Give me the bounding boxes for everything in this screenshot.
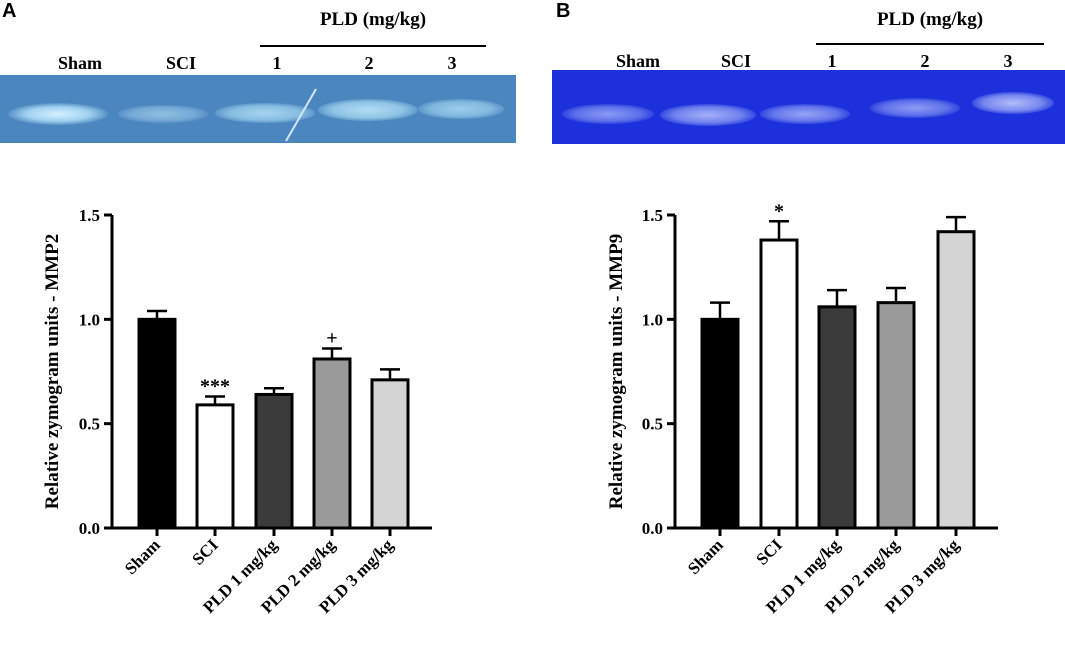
bar-sham bbox=[137, 317, 177, 530]
bar-pld3 bbox=[370, 378, 410, 530]
y-axis-label: Relative zymogram units - MMP2 bbox=[42, 234, 63, 509]
bar-pld2 bbox=[876, 301, 916, 530]
y-tick-label: 1.5 bbox=[642, 206, 663, 225]
gel-b-band-sham bbox=[562, 104, 654, 124]
significance-marker: * bbox=[774, 200, 784, 222]
bar-sham bbox=[700, 317, 740, 530]
bar-sci bbox=[195, 403, 235, 530]
gel-a-band-pld2 bbox=[318, 99, 418, 121]
gel-b-band-pld2 bbox=[870, 98, 960, 118]
gel-b-band-pld1 bbox=[760, 104, 850, 124]
bar-pld1 bbox=[254, 392, 294, 530]
panel-b-letter: B bbox=[556, 0, 571, 22]
gel-a-band-pld3 bbox=[418, 99, 504, 119]
panel-a-pld-line bbox=[260, 45, 486, 47]
gel-a-label-sci: SCI bbox=[165, 53, 197, 73]
y-tick-label: 0.0 bbox=[79, 519, 100, 538]
y-axis-label: Relative zymogram units - MMP9 bbox=[606, 234, 627, 509]
panel-b-pld-line bbox=[816, 43, 1044, 45]
gel-b-label-sci: SCI bbox=[720, 51, 752, 71]
gel-a-band-sham bbox=[8, 103, 108, 125]
category-label: SCI bbox=[188, 535, 222, 569]
y-tick-label: 0.5 bbox=[642, 415, 663, 434]
gel-a-band-pld1 bbox=[215, 103, 315, 123]
panel-b-pld-header: PLD (mg/kg) bbox=[876, 9, 984, 30]
gel-b-label-pld2: 2 bbox=[920, 51, 930, 71]
bar-sci bbox=[759, 238, 799, 530]
bar-pld3 bbox=[936, 230, 976, 530]
chart-mmp2: 0.0 0.5 1.0 1.5 Relative zymogram units - MM… bbox=[42, 206, 432, 617]
bar-pld1 bbox=[817, 305, 857, 530]
category-label: Sham bbox=[121, 535, 164, 578]
panel-a-pld-header: PLD (mg/kg) bbox=[319, 9, 427, 30]
gel-b-band-sci bbox=[660, 104, 756, 126]
category-label: SCI bbox=[752, 535, 786, 569]
y-tick-label: 0.5 bbox=[79, 415, 100, 434]
gel-image-b bbox=[552, 70, 1065, 144]
category-label: Sham bbox=[684, 535, 727, 578]
gel-image-a bbox=[0, 75, 516, 143]
bar-pld2 bbox=[312, 357, 352, 530]
y-tick-label: 1.0 bbox=[79, 310, 100, 329]
y-tick-label: 1.5 bbox=[79, 206, 100, 225]
gel-a-band-sci bbox=[118, 105, 208, 123]
gel-a-label-pld2: 2 bbox=[364, 53, 374, 73]
gel-b-label-sham: Sham bbox=[615, 51, 661, 71]
gel-b-label-pld3: 3 bbox=[1003, 51, 1013, 71]
significance-marker: *** bbox=[200, 376, 230, 398]
y-tick-label: 1.0 bbox=[642, 310, 663, 329]
gel-b-label-pld1: 1 bbox=[827, 51, 837, 71]
y-tick-label: 0.0 bbox=[642, 519, 663, 538]
gel-a-label-pld1: 1 bbox=[272, 53, 282, 73]
gel-a-label-sham: Sham bbox=[57, 53, 103, 73]
gel-b-band-pld3 bbox=[972, 92, 1054, 114]
significance-marker: + bbox=[326, 328, 337, 350]
chart-mmp9: 0.0 0.5 1.0 1.5 Relative zymogram units - MM… bbox=[606, 200, 998, 617]
gel-a-label-pld3: 3 bbox=[447, 53, 457, 73]
panel-a-letter: A bbox=[2, 0, 17, 22]
